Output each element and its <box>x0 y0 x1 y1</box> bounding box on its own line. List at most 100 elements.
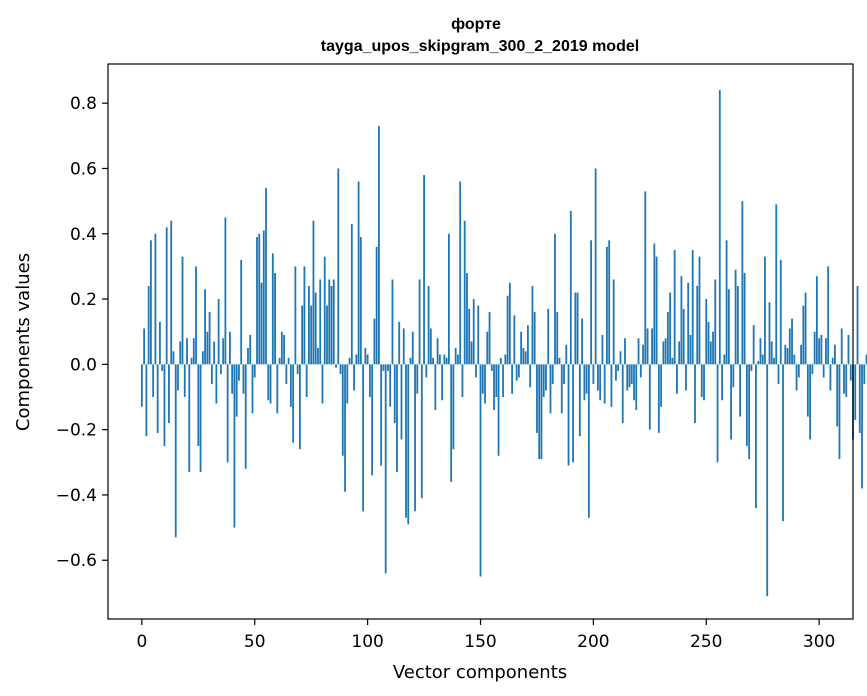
bar-296 <box>809 364 812 440</box>
bar-252 <box>709 341 712 365</box>
bar-210 <box>615 364 617 381</box>
bar-69 <box>296 364 299 375</box>
bar-274 <box>759 338 762 365</box>
bar-249 <box>703 364 705 401</box>
bar-21 <box>188 364 191 473</box>
bar-118 <box>407 364 410 525</box>
bar-140 <box>457 354 459 365</box>
chart-subtitle: tayga_upos_skipgram_300_2_2019 model <box>321 38 639 55</box>
bar-284 <box>782 364 784 522</box>
bar-235 <box>671 357 674 365</box>
bar-291 <box>797 364 800 378</box>
bar-280 <box>773 357 775 365</box>
bar-102 <box>371 364 374 476</box>
bar-185 <box>558 357 561 365</box>
bar-282 <box>777 364 780 384</box>
bar-89 <box>341 364 344 456</box>
bar-158 <box>497 364 500 456</box>
bar-29 <box>206 331 209 365</box>
bar-9 <box>161 364 164 371</box>
bar-316 <box>854 364 857 420</box>
bar-145 <box>468 308 471 365</box>
bar-139 <box>454 348 457 365</box>
bar-220 <box>637 338 640 365</box>
bar-117 <box>405 364 407 518</box>
bar-292 <box>800 344 802 365</box>
bar-95 <box>355 354 358 365</box>
bar-144 <box>466 272 468 365</box>
y-tick-label: 0.8 <box>70 94 97 114</box>
bar-263 <box>734 269 737 365</box>
bar-33 <box>215 364 218 404</box>
bar-164 <box>511 364 514 394</box>
bar-78 <box>317 348 319 365</box>
bar-205 <box>603 364 606 404</box>
bar-23 <box>192 338 195 365</box>
bar-series <box>140 90 867 597</box>
bar-214 <box>624 338 626 365</box>
bar-138 <box>452 364 455 450</box>
bar-120 <box>411 331 414 365</box>
bar-35 <box>219 364 222 375</box>
y-tick-label: −0.6 <box>56 551 97 571</box>
bar-136 <box>447 233 450 365</box>
bar-63 <box>283 334 285 365</box>
bar-268 <box>745 364 748 446</box>
bar-64 <box>285 364 288 384</box>
bar-14 <box>172 351 175 365</box>
bar-215 <box>626 364 629 391</box>
bar-294 <box>804 292 807 365</box>
bar-115 <box>400 364 403 440</box>
bar-170 <box>524 351 527 365</box>
bar-221 <box>639 364 642 378</box>
bar-303 <box>825 338 827 365</box>
bar-270 <box>750 364 753 371</box>
bar-59 <box>274 272 276 365</box>
bar-155 <box>490 364 493 371</box>
bar-310 <box>840 328 843 365</box>
bar-287 <box>788 328 791 365</box>
bar-305 <box>829 364 832 391</box>
bar-75 <box>310 305 313 365</box>
bar-51 <box>256 237 258 365</box>
bar-314 <box>849 364 852 381</box>
bar-297 <box>811 364 814 375</box>
bar-206 <box>606 246 608 365</box>
bar-194 <box>578 364 581 437</box>
bar-131 <box>436 338 439 365</box>
bar-216 <box>628 364 631 388</box>
bar-40 <box>231 364 234 394</box>
bar-57 <box>269 364 272 404</box>
bar-273 <box>757 361 760 365</box>
bar-275 <box>761 354 764 365</box>
bar-105 <box>378 126 380 365</box>
bar-65 <box>287 357 290 365</box>
bar-11 <box>165 227 168 365</box>
bar-119 <box>409 357 412 365</box>
bar-178 <box>542 364 545 397</box>
bar-154 <box>488 312 491 365</box>
bar-12 <box>168 364 170 424</box>
bar-266 <box>741 201 744 365</box>
bar-312 <box>845 364 848 397</box>
bar-26 <box>199 364 202 473</box>
bar-207 <box>608 240 611 365</box>
bar-84 <box>330 286 333 365</box>
bar-91 <box>346 364 349 404</box>
bar-87 <box>337 168 340 365</box>
bar-34 <box>217 299 220 365</box>
bar-130 <box>434 364 437 411</box>
bar-4 <box>149 240 152 365</box>
bar-123 <box>418 279 421 365</box>
bar-17 <box>179 341 182 365</box>
bar-165 <box>513 315 516 365</box>
bar-261 <box>730 364 732 440</box>
bar-121 <box>414 364 416 512</box>
bar-307 <box>834 344 836 365</box>
bar-125 <box>423 175 425 365</box>
bar-88 <box>339 364 342 375</box>
bar-5 <box>152 364 155 397</box>
bar-148 <box>475 364 477 378</box>
bar-313 <box>847 334 850 365</box>
